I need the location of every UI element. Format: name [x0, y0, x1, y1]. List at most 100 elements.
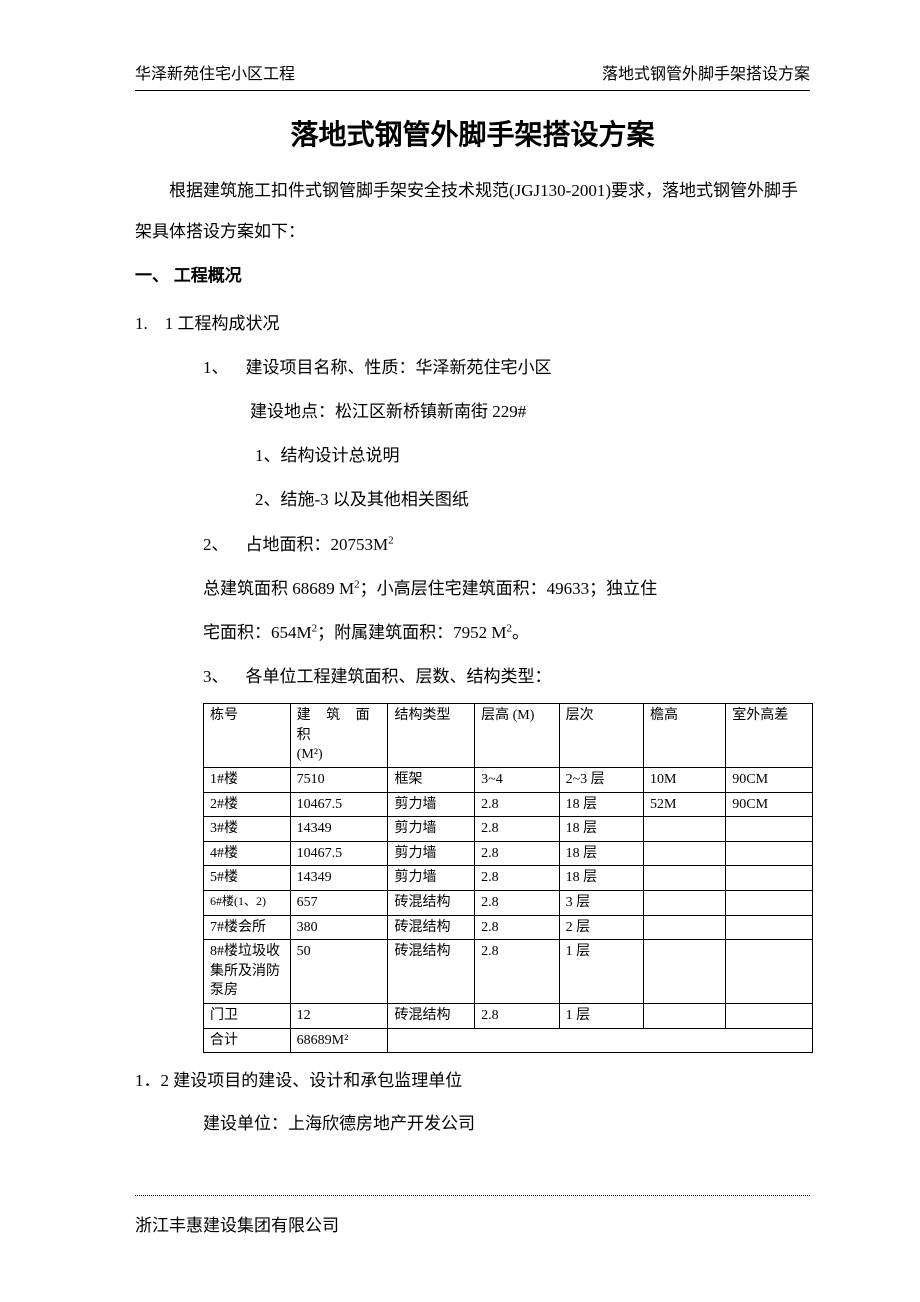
table-cell: 1 层	[559, 1004, 643, 1029]
footer-company: 浙江丰惠建设集团有限公司	[135, 1211, 339, 1236]
table-cell: 50	[290, 940, 388, 1004]
table-cell: 18 层	[559, 817, 643, 842]
table-cell: 1#楼	[204, 768, 291, 793]
table-row: 6#楼(1、2)657砖混结构2.83 层	[204, 891, 813, 916]
table-cell: 5#楼	[204, 866, 291, 891]
table-cell: 2.8	[475, 915, 559, 940]
item-2-label: 2、 占地面积：20753M2	[203, 523, 810, 567]
item-1-label: 1、 建设项目名称、性质：华泽新苑住宅小区	[203, 346, 810, 390]
table-cell	[726, 1004, 813, 1029]
table-cell: 剪力墙	[388, 817, 475, 842]
table-cell: 18 层	[559, 841, 643, 866]
table-cell	[726, 940, 813, 1004]
table-cell	[644, 817, 726, 842]
table-cell	[644, 915, 726, 940]
table-cell: 砖混结构	[388, 940, 475, 1004]
table-cell: 2.8	[475, 792, 559, 817]
th-floors: 层次	[559, 704, 643, 768]
table-cell: 8#楼垃圾收集所及消防泵房	[204, 940, 291, 1004]
table-cell	[726, 841, 813, 866]
table-cell: 18 层	[559, 792, 643, 817]
table-cell: 380	[290, 915, 388, 940]
table-cell	[726, 866, 813, 891]
table-row: 门卫12砖混结构2.81 层	[204, 1004, 813, 1029]
table-cell: 10467.5	[290, 792, 388, 817]
page-header: 华泽新苑住宅小区工程 落地式钢管外脚手架搭设方案	[135, 60, 810, 84]
table-cell: 3 层	[559, 891, 643, 916]
table-cell: 4#楼	[204, 841, 291, 866]
table-cell: 2~3 层	[559, 768, 643, 793]
table-cell: 2.8	[475, 891, 559, 916]
table-cell: 2.8	[475, 866, 559, 891]
table-row: 3#楼14349剪力墙2.818 层	[204, 817, 813, 842]
table-cell: 3#楼	[204, 817, 291, 842]
table-cell: 14349	[290, 817, 388, 842]
item-1-location: 建设地点：松江区新桥镇新南街 229#	[250, 390, 810, 434]
doc-title: 落地式钢管外脚手架搭设方案	[135, 113, 810, 153]
table-cell: 2 层	[559, 915, 643, 940]
table-row: 2#楼10467.5剪力墙2.818 层52M90CM	[204, 792, 813, 817]
th-area: 建 筑 面 积(M²)	[290, 704, 388, 768]
table-cell: 2.8	[475, 841, 559, 866]
table-cell	[388, 1028, 813, 1053]
th-eave: 檐高	[644, 704, 726, 768]
table-cell: 框架	[388, 768, 475, 793]
table-cell: 砖混结构	[388, 915, 475, 940]
table-cell: 12	[290, 1004, 388, 1029]
th-building: 栋号	[204, 704, 291, 768]
table-cell	[644, 891, 726, 916]
section-1-2-label: 1．2 建设项目的建设、设计和承包监理单位	[135, 1061, 810, 1102]
table-cell: 剪力墙	[388, 866, 475, 891]
table-cell: 7510	[290, 768, 388, 793]
header-left: 华泽新苑住宅小区工程	[135, 60, 295, 84]
header-right: 落地式钢管外脚手架搭设方案	[602, 60, 810, 84]
table-cell: 10467.5	[290, 841, 388, 866]
table-cell	[726, 891, 813, 916]
table-cell	[726, 915, 813, 940]
section-1-heading: 一、 工程概况	[135, 261, 810, 286]
table-cell: 7#楼会所	[204, 915, 291, 940]
table-cell	[644, 1004, 726, 1029]
item-2-area: 总建筑面积 68689 M2；小高层住宅建筑面积：49633；独立住	[203, 567, 810, 611]
footer-divider	[135, 1195, 810, 1196]
table-cell: 3~4	[475, 768, 559, 793]
table-row: 合计68689M²	[204, 1028, 813, 1053]
table-cell: 合计	[204, 1028, 291, 1053]
table-cell	[644, 841, 726, 866]
table-cell: 砖混结构	[388, 1004, 475, 1029]
table-cell: 2.8	[475, 940, 559, 1004]
table-cell: 90CM	[726, 792, 813, 817]
th-outdoor: 室外高差	[726, 704, 813, 768]
table-row: 4#楼10467.5剪力墙2.818 层	[204, 841, 813, 866]
table-cell: 10M	[644, 768, 726, 793]
section-1-2-line1: 建设单位：上海欣德房地产开发公司	[203, 1102, 810, 1146]
table-cell: 90CM	[726, 768, 813, 793]
table-cell: 2.8	[475, 817, 559, 842]
table-cell	[644, 866, 726, 891]
table-row: 1#楼7510框架3~42~3 层10M90CM	[204, 768, 813, 793]
item-3-label: 3、 各单位工程建筑面积、层数、结构类型：	[203, 655, 810, 699]
table-header-row: 栋号 建 筑 面 积(M²) 结构类型 层高 (M) 层次 檐高 室外高差	[204, 704, 813, 768]
table-cell: 18 层	[559, 866, 643, 891]
table-cell: 剪力墙	[388, 841, 475, 866]
header-underline	[135, 90, 810, 91]
table-cell: 2#楼	[204, 792, 291, 817]
th-height: 层高 (M)	[475, 704, 559, 768]
table-row: 7#楼会所380砖混结构2.82 层	[204, 915, 813, 940]
building-table: 栋号 建 筑 面 积(M²) 结构类型 层高 (M) 层次 檐高 室外高差 1#…	[203, 703, 813, 1053]
table-cell: 68689M²	[290, 1028, 388, 1053]
table-cell: 52M	[644, 792, 726, 817]
table-cell	[726, 817, 813, 842]
table-cell: 657	[290, 891, 388, 916]
table-cell: 14349	[290, 866, 388, 891]
table-cell: 2.8	[475, 1004, 559, 1029]
th-structure: 结构类型	[388, 704, 475, 768]
table-row: 5#楼14349剪力墙2.818 层	[204, 866, 813, 891]
table-cell	[644, 940, 726, 1004]
table-cell: 剪力墙	[388, 792, 475, 817]
item-1-sub2: 2、结施-3 以及其他相关图纸	[255, 478, 810, 522]
intro-paragraph: 根据建筑施工扣件式钢管脚手架安全技术规范(JGJ130-2001)要求，落地式钢…	[135, 171, 810, 253]
table-cell: 6#楼(1、2)	[204, 891, 291, 916]
table-row: 8#楼垃圾收集所及消防泵房50砖混结构2.81 层	[204, 940, 813, 1004]
table-cell: 砖混结构	[388, 891, 475, 916]
